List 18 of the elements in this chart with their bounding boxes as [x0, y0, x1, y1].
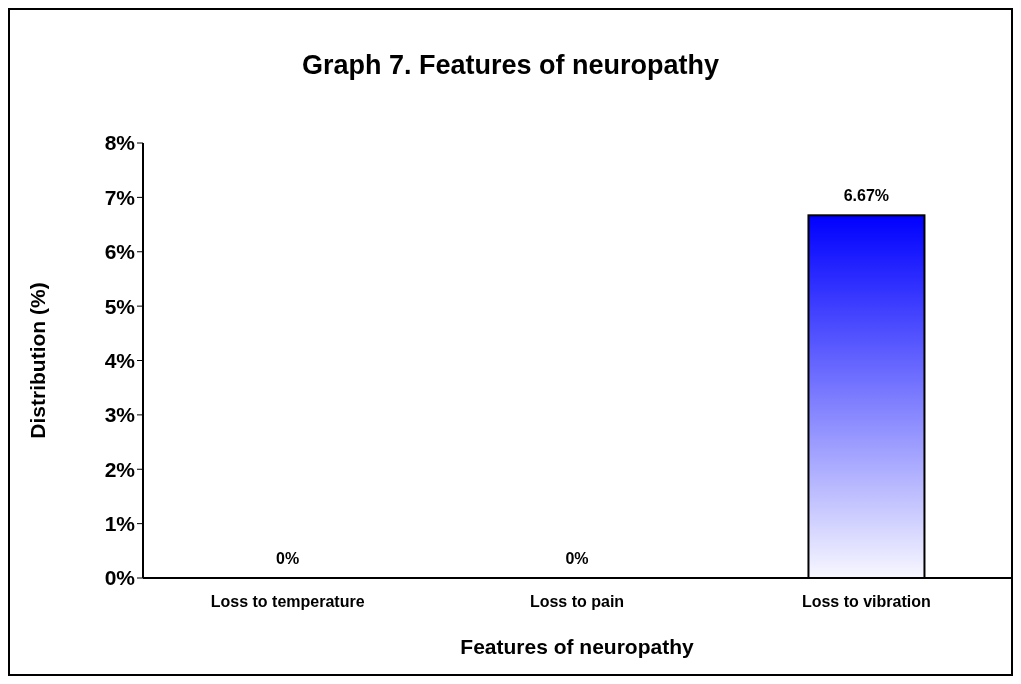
x-tick-label: Loss to pain — [529, 593, 625, 611]
x-tick-label: Loss to vibration — [801, 593, 931, 611]
x-tick-label: Loss to temperature — [210, 593, 365, 611]
chart-title: Graph 7. Features of neuropathy — [300, 50, 721, 81]
y-axis-title: Distribution (%) — [26, 282, 50, 439]
y-tick-label: 2% — [104, 457, 136, 481]
data-label: 6.67% — [843, 187, 890, 205]
data-label: 0% — [565, 550, 589, 567]
y-tick-label: 8% — [104, 131, 136, 155]
y-tick-label: 6% — [104, 240, 136, 264]
y-tick-label: 1% — [104, 512, 136, 536]
x-axis-title: Features of neuropathy — [460, 635, 694, 658]
data-label: 0% — [276, 550, 300, 567]
y-tick-label: 7% — [104, 185, 136, 209]
y-tick-label: 4% — [104, 348, 136, 372]
y-tick-label: 3% — [104, 403, 136, 427]
y-tick-label: 5% — [104, 294, 136, 318]
y-tick-label: 0% — [104, 566, 136, 590]
